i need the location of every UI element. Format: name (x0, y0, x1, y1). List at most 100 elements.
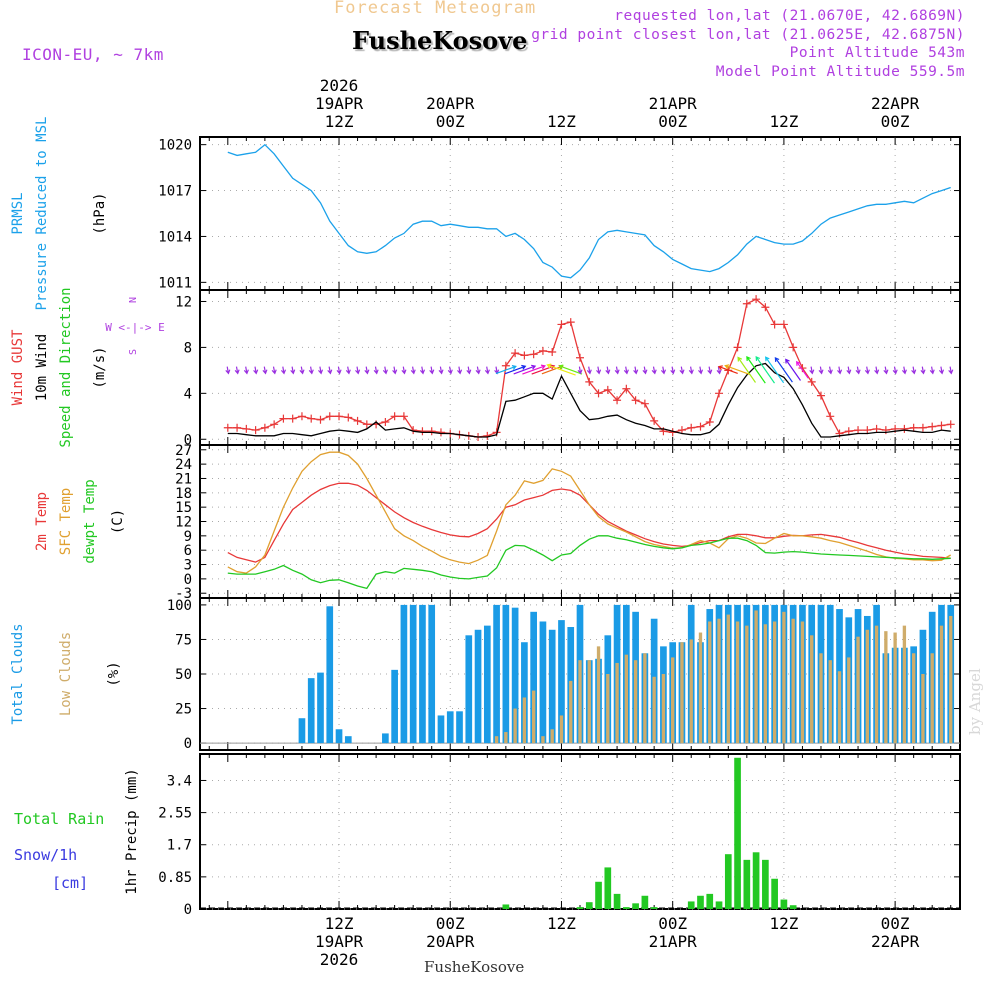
wind-direction-arrow (546, 363, 576, 376)
bottom-axis-label: 12Z (325, 914, 354, 933)
wind-direction-arrow (262, 366, 268, 375)
gust-marker (946, 420, 955, 429)
low-cloud-bar (671, 657, 675, 744)
wind-direction-arrow (495, 365, 517, 375)
wind-direction-arrow (948, 366, 954, 375)
low-cloud-bar (911, 653, 916, 744)
wind-direction-arrow (892, 366, 898, 375)
y-tick-label: 0 (184, 572, 192, 588)
total-cloud-bar (400, 604, 408, 744)
product-title: Forecast Meteogram (334, 0, 537, 18)
y-tick-label: 1.7 (167, 838, 192, 854)
top-axis-label: 19APR (315, 94, 364, 113)
y-tick-label: 3 (184, 558, 192, 574)
wind-direction-arrow (327, 366, 333, 375)
rain-bar (715, 901, 723, 909)
y-tick-label: 15 (175, 500, 192, 516)
total-cloud-bar (558, 620, 565, 744)
wind-direction-arrow (290, 366, 296, 375)
gust-marker (863, 426, 872, 435)
wind-direction-arrow (679, 366, 685, 375)
gust-marker (307, 414, 316, 423)
wind-panel: 0 4 8 12 Wind GUST 10m Wind Speed and Directio… (10, 287, 961, 448)
ylabel-2m-temp: 2m Temp (34, 492, 50, 551)
bottom-axis-label: 21APR (649, 932, 698, 951)
low-cloud-bar (865, 629, 869, 744)
low-cloud-bar (559, 715, 564, 744)
wind-direction-arrow (855, 366, 861, 375)
top-axis-label: 12Z (769, 112, 798, 131)
low-cloud-bar (819, 653, 823, 744)
y-tick-label: 12 (175, 515, 192, 531)
wind-direction-arrow (596, 366, 602, 375)
gust-marker (353, 416, 362, 425)
y-tick-label: -3 (175, 586, 192, 602)
wind-direction-arrow (382, 366, 388, 375)
wind-direction-arrow (920, 366, 926, 375)
y-tick-label: 1014 (158, 229, 192, 245)
total-cloud-bar (493, 604, 500, 744)
wind-direction-arrow (447, 366, 453, 375)
legend-snow: Snow/1h (14, 846, 77, 864)
low-cloud-bar (893, 632, 897, 744)
wind-direction-arrow (901, 366, 907, 375)
total-cloud-bar (474, 629, 482, 744)
total-cloud-bar (483, 625, 491, 744)
gust-marker (399, 412, 408, 421)
low-cloud-bar (745, 625, 749, 744)
gust-marker (779, 320, 788, 329)
total-cloud-bar (446, 711, 454, 744)
y-tick-label: 12 (175, 294, 192, 310)
wind-direction-arrow (271, 366, 277, 375)
low-cloud-bar (596, 646, 601, 744)
total-cloud-bar (307, 678, 315, 744)
total-cloud-bar (326, 606, 334, 744)
low-cloud-bar (698, 632, 703, 744)
gust-marker (390, 412, 399, 421)
gust-marker (928, 422, 937, 431)
rain-bar (762, 859, 769, 909)
gust-marker (233, 423, 242, 432)
gust-marker (622, 384, 631, 393)
wind-direction-arrow (837, 366, 843, 375)
bottom-axis-label: 00Z (436, 914, 465, 933)
pressure-panel: 1011 1014 1017 1020 PRMSL Pressure Reduced to… (10, 117, 961, 310)
low-cloud-bar (578, 660, 582, 744)
low-cloud-bar (939, 625, 944, 744)
total-cloud-bar (317, 672, 324, 744)
bottom-axis-label: 00Z (658, 914, 687, 933)
low-cloud-bar (791, 618, 795, 744)
wind-direction-arrow (577, 366, 583, 375)
gust-marker (854, 426, 863, 435)
top-axis-label: 22APR (871, 94, 920, 113)
low-cloud-bar (633, 660, 638, 744)
rain-bar (706, 893, 714, 909)
y-tick-label: 1011 (158, 275, 192, 291)
y-tick-label: 8 (184, 340, 192, 356)
rain-bar (641, 895, 649, 909)
wind-direction-arrow (355, 366, 361, 375)
rain-bar (604, 867, 612, 909)
wind-direction-arrow (716, 366, 722, 375)
total-cloud-bar (511, 607, 519, 744)
total-cloud-bar (382, 733, 389, 744)
low-cloud-bar (522, 697, 527, 744)
gust-marker (335, 412, 344, 421)
low-cloud-bar (680, 642, 684, 744)
wind-direction-arrow (410, 366, 416, 375)
y-tick-label: 27 (175, 443, 192, 459)
wind-direction-arrow (466, 366, 472, 375)
gust-marker (223, 423, 232, 432)
gust-marker (316, 415, 325, 424)
wind-direction-arrow (746, 355, 766, 384)
top-axis-label: 00Z (881, 112, 910, 131)
y-tick-label: 50 (175, 667, 192, 683)
total-cloud-bar (465, 635, 473, 744)
y-tick-label: 1020 (158, 138, 192, 154)
wind-direction-arrow (755, 355, 775, 384)
low-cloud-bar (754, 610, 758, 744)
low-cloud-bar (513, 708, 517, 744)
gust-marker (807, 377, 816, 386)
ylabel-prmsl: PRMSL (10, 192, 26, 234)
